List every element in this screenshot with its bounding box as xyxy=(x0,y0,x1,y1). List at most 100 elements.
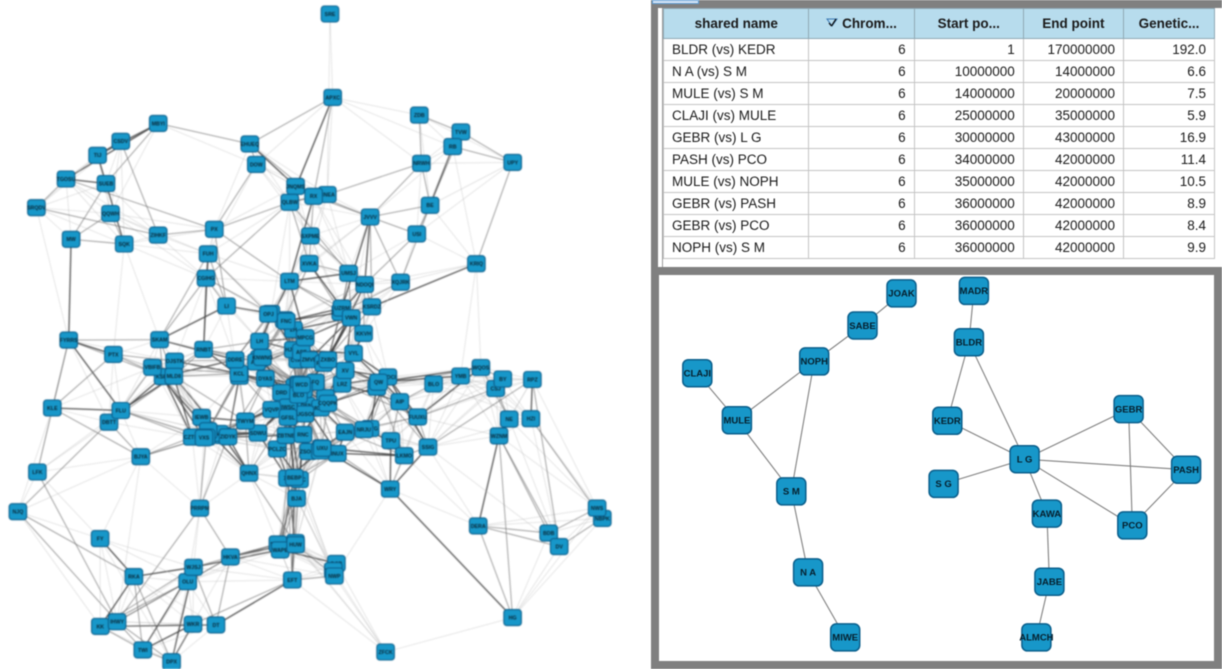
svg-text:VBIFB: VBIFB xyxy=(144,365,160,371)
svg-text:ALMCH: ALMCH xyxy=(1019,633,1053,644)
svg-text:NOPH: NOPH xyxy=(800,357,828,368)
svg-text:RKA: RKA xyxy=(128,575,140,581)
svg-text:BJYA: BJYA xyxy=(134,455,148,461)
svg-text:SRQDV: SRQDV xyxy=(27,206,46,212)
svg-text:KKVH: KKVH xyxy=(356,331,371,337)
svg-text:XQJRK: XQJRK xyxy=(391,280,409,286)
svg-text:TPU: TPU xyxy=(385,439,396,445)
svg-text:BJA: BJA xyxy=(291,496,302,502)
svg-text:NWS: NWS xyxy=(591,506,604,512)
svg-text:BLDR: BLDR xyxy=(956,338,983,349)
svg-text:DPX: DPX xyxy=(166,660,177,666)
svg-text:HKVA: HKVA xyxy=(223,555,238,561)
svg-text:NBPK: NBPK xyxy=(595,516,610,522)
svg-text:VQVP: VQVP xyxy=(264,407,279,413)
svg-text:LI: LI xyxy=(224,304,229,310)
svg-text:FQ: FQ xyxy=(312,380,319,386)
svg-text:CQQPK: CQQPK xyxy=(318,401,338,407)
svg-text:S G: S G xyxy=(935,479,951,490)
svg-text:JABE: JABE xyxy=(1037,577,1062,588)
svg-text:ZXBO: ZXBO xyxy=(320,358,335,364)
svg-text:DDRE: DDRE xyxy=(228,358,243,364)
svg-text:RNBT: RNBT xyxy=(196,347,211,353)
svg-text:VXS: VXS xyxy=(199,436,210,442)
svg-text:FUH: FUH xyxy=(203,252,214,258)
svg-text:IEWB: IEWB xyxy=(195,415,209,421)
svg-text:BEBP: BEBP xyxy=(287,475,302,481)
svg-text:MADR: MADR xyxy=(960,286,989,297)
svg-text:QQWH: QQWH xyxy=(102,211,119,217)
svg-text:TIJ: TIJ xyxy=(94,153,102,159)
svg-text:FY: FY xyxy=(97,537,104,543)
svg-text:AIP: AIP xyxy=(395,400,404,406)
svg-text:KAWA: KAWA xyxy=(1033,509,1062,520)
svg-text:APXC: APXC xyxy=(325,95,340,101)
svg-text:NDOQI: NDOQI xyxy=(356,282,374,288)
svg-text:UGSOI: UGSOI xyxy=(296,412,314,418)
svg-text:JOAK: JOAK xyxy=(888,289,915,300)
svg-text:ZIDYK: ZIDYK xyxy=(220,435,236,441)
svg-text:SXPME: SXPME xyxy=(301,234,320,240)
svg-text:SSIG: SSIG xyxy=(422,445,435,451)
svg-text:MIWE: MIWE xyxy=(832,633,858,644)
svg-text:GEBR: GEBR xyxy=(1115,404,1143,415)
svg-text:BY: BY xyxy=(499,377,507,383)
svg-text:DT: DT xyxy=(212,623,220,629)
svg-text:SRE: SRE xyxy=(325,12,336,18)
svg-text:NE: NE xyxy=(506,417,514,423)
svg-text:TGOSU: TGOSU xyxy=(57,177,76,183)
svg-text:RNC: RNC xyxy=(297,432,309,438)
svg-text:WRY: WRY xyxy=(384,487,397,493)
svg-text:RX: RX xyxy=(310,194,318,200)
svg-text:KK: KK xyxy=(96,624,104,630)
svg-text:WKR: WKR xyxy=(187,622,200,628)
svg-text:NWP: NWP xyxy=(328,574,341,580)
svg-text:RB: RB xyxy=(449,145,457,151)
svg-text:UMSJ: UMSJ xyxy=(341,271,356,277)
svg-text:XV: XV xyxy=(342,368,350,374)
svg-text:WAPE: WAPE xyxy=(272,548,288,554)
svg-text:MW: MW xyxy=(66,237,75,243)
svg-text:L G: L G xyxy=(1017,455,1033,466)
svg-text:SKAM: SKAM xyxy=(152,338,168,344)
svg-text:KCL: KCL xyxy=(233,371,245,377)
svg-text:KSRDZ: KSRDZ xyxy=(363,305,382,311)
svg-text:TWI: TWI xyxy=(138,648,148,654)
svg-text:RPZ: RPZ xyxy=(527,377,538,383)
svg-text:OJSTK: OJSTK xyxy=(166,359,184,365)
svg-text:FUUXU: FUUXU xyxy=(409,415,427,421)
svg-text:NRJU: NRJU xyxy=(357,428,372,434)
svg-text:WZNM: WZNM xyxy=(491,434,508,440)
svg-text:KEDR: KEDR xyxy=(934,416,961,427)
svg-text:MPCG: MPCG xyxy=(297,336,313,342)
svg-text:TVW: TVW xyxy=(455,130,467,136)
svg-text:JNQMS: JNQMS xyxy=(286,184,305,190)
svg-text:KNWNO: KNWNO xyxy=(252,355,273,361)
svg-text:WCD: WCD xyxy=(295,383,308,389)
svg-text:BDB: BDB xyxy=(543,531,555,537)
svg-text:JVVV: JVVV xyxy=(363,215,377,221)
svg-text:XVKA: XVKA xyxy=(302,261,317,267)
svg-text:WQOS: WQOS xyxy=(473,365,490,371)
svg-text:ZIHKF: ZIHKF xyxy=(150,233,166,239)
svg-text:GFSL: GFSL xyxy=(281,415,296,421)
svg-text:CSDV: CSDV xyxy=(113,139,128,145)
svg-text:BLO: BLO xyxy=(293,393,304,399)
svg-text:UXU: UXU xyxy=(317,446,328,452)
svg-text:VYL: VYL xyxy=(348,351,359,357)
svg-text:DERA: DERA xyxy=(471,524,486,530)
svg-text:PRRPM: PRRPM xyxy=(190,506,210,512)
svg-text:S M: S M xyxy=(783,487,800,498)
svg-text:DRD: DRD xyxy=(276,391,288,397)
svg-text:DBTT: DBTT xyxy=(102,420,117,426)
svg-text:ZFCK: ZFCK xyxy=(379,650,393,656)
svg-text:NJQ: NJQ xyxy=(12,510,23,516)
svg-text:FNC: FNC xyxy=(281,319,292,325)
svg-text:QW: QW xyxy=(374,380,383,386)
svg-text:PTX: PTX xyxy=(108,352,119,358)
svg-text:YMB: YMB xyxy=(455,374,467,380)
svg-text:PCO: PCO xyxy=(1122,521,1143,532)
svg-text:HZI: HZI xyxy=(527,417,536,423)
svg-text:VWN: VWN xyxy=(345,316,358,322)
svg-text:KRIQ: KRIQ xyxy=(470,262,483,268)
